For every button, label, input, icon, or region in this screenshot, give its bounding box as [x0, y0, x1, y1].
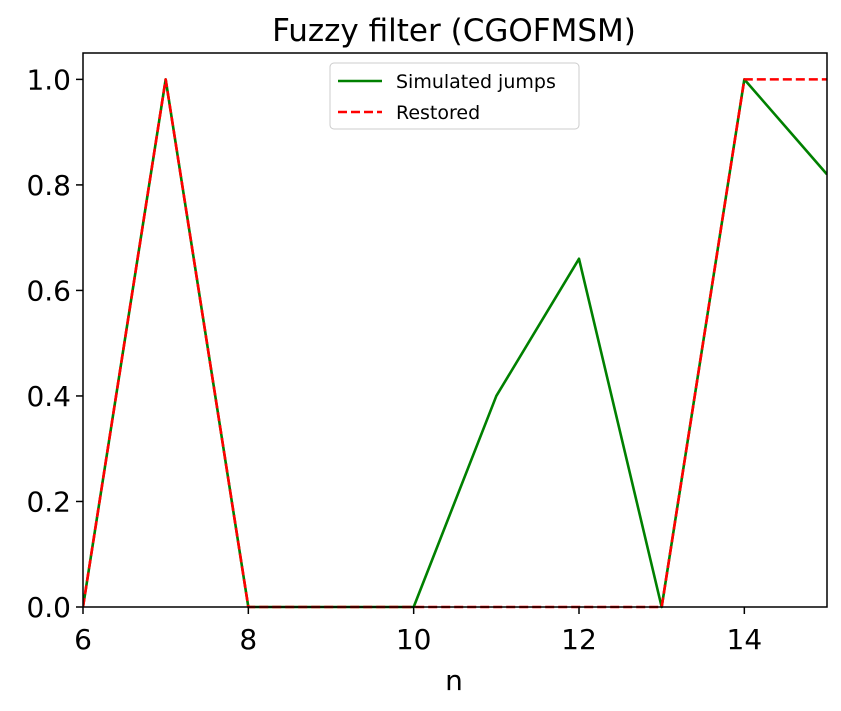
plot-frame	[82, 52, 828, 608]
x-axis-ticks: 6 8 10 12 14	[74, 607, 762, 656]
legend-label: Restored	[396, 102, 480, 124]
x-tick-label: 14	[727, 623, 763, 656]
legend-label: Simulated jumps	[396, 71, 556, 93]
y-tick-label: 0.0	[26, 591, 71, 624]
series-line-0	[83, 78, 827, 609]
legend-items: Simulated jumps Restored	[338, 71, 556, 124]
x-tick-label: 8	[239, 623, 257, 656]
series-layer	[83, 78, 827, 609]
series-line-1	[83, 78, 827, 609]
x-tick-label: 6	[74, 623, 92, 656]
x-tick-label: 10	[396, 623, 432, 656]
y-tick-label: 0.4	[26, 380, 71, 413]
legend-box	[329, 62, 580, 130]
chart-title: Fuzzy filter (CGOFMSM)	[272, 13, 636, 49]
y-tick-label: 0.6	[26, 274, 71, 307]
legend: Simulated jumps Restored	[329, 62, 580, 130]
x-axis-label: n	[445, 664, 463, 697]
y-axis-ticks: 0.0 0.2 0.4 0.6 0.8 1.0	[26, 63, 83, 624]
y-tick-label: 0.2	[26, 485, 71, 518]
x-tick-label: 12	[561, 623, 597, 656]
y-tick-label: 0.8	[26, 169, 71, 202]
y-tick-label: 1.0	[26, 63, 71, 96]
